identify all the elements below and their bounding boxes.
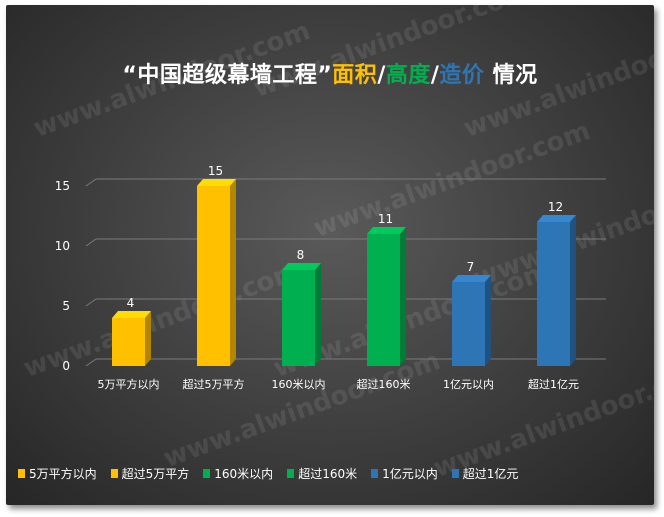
legend-swatch [203, 468, 211, 478]
bar [537, 215, 576, 366]
legend-item: 超过5万平方 [110, 465, 190, 482]
legend-swatch [287, 468, 295, 478]
bar-side [315, 263, 321, 366]
legend-swatch [371, 468, 379, 478]
legend-label: 超过5万平方 [121, 466, 190, 481]
bar [112, 311, 151, 366]
title-separator: / [377, 63, 386, 88]
data-label: 11 [378, 212, 393, 226]
legend: 5万平方以内 超过5万平方 160米以内 超过160米 1亿元以内 超过1亿元 [18, 463, 648, 483]
chart-panel: www.alwindoor.com www.alwindoor.com www.… [6, 5, 654, 505]
title-cost: 造价 [439, 63, 485, 88]
bar-side [570, 215, 576, 366]
bar-side [230, 179, 236, 366]
bar [282, 263, 321, 366]
legend-label: 1亿元以内 [382, 466, 438, 481]
y-tick-label: 5 [62, 299, 70, 313]
legend-item: 超过1亿元 [451, 465, 519, 482]
x-category-label: 超过160米 [357, 377, 411, 391]
x-category-label: 超过1亿元 [528, 377, 579, 391]
data-label: 8 [297, 248, 305, 262]
y-tick-label: 15 [55, 179, 70, 193]
legend-item: 1亿元以内 [371, 465, 438, 482]
legend-swatch [451, 468, 459, 478]
bar [452, 275, 491, 366]
x-category-label: 1亿元以内 [443, 377, 494, 391]
x-category-label: 5万平方以内 [98, 377, 160, 391]
bar-front [112, 318, 145, 366]
legend-swatch [18, 468, 25, 478]
bar-top [282, 263, 321, 270]
data-labels: 4 15 8 11 7 12 [127, 164, 563, 310]
chart-title: “中国超级幕墙工程”面积/高度/造价 情况 [6, 57, 654, 89]
grid-line [85, 358, 97, 367]
legend-swatch [110, 468, 118, 478]
bar-chart: 0 5 10 15 4 15 8 11 7 12 5万平方以内 超过5万平方 160米以内 超过160… [55, 164, 606, 391]
bar-top [197, 179, 236, 186]
bar-front [367, 234, 400, 366]
title-separator: / [430, 63, 440, 88]
x-category-label: 160米以内 [272, 377, 326, 391]
legend-item: 超过160米 [287, 465, 357, 482]
title-tail: 情况 [492, 63, 538, 88]
bar-side [400, 227, 406, 366]
y-axis-ticks: 0 5 10 15 [55, 179, 70, 373]
title-main: “中国超级幕墙工程” [122, 63, 333, 88]
legend-label: 5万平方以内 [29, 466, 97, 481]
y-tick-label: 10 [55, 239, 70, 253]
legend-label: 超过1亿元 [462, 466, 519, 481]
x-axis-categories: 5万平方以内 超过5万平方 160米以内 超过160米 1亿元以内 超过1亿元 [98, 377, 580, 391]
bar-top [452, 275, 491, 282]
bar-side [485, 275, 491, 366]
bar-front [537, 222, 570, 366]
bar [197, 179, 236, 366]
title-height: 高度 [385, 63, 431, 88]
bar-side [145, 311, 151, 366]
data-label: 7 [467, 260, 475, 274]
bar-front [282, 270, 315, 366]
grid-line [85, 238, 97, 247]
data-label: 4 [127, 296, 135, 310]
bar [367, 227, 406, 366]
legend-item: 5万平方以内 [18, 465, 97, 482]
y-tick-label: 0 [62, 359, 70, 373]
grid-line [85, 298, 97, 307]
data-label: 15 [208, 164, 223, 178]
grid-lines [85, 178, 606, 367]
data-label: 12 [548, 200, 563, 214]
bar-top [367, 227, 406, 234]
bar-front [452, 282, 485, 366]
legend-label: 超过160米 [298, 466, 358, 481]
x-category-label: 超过5万平方 [183, 377, 245, 391]
title-area: 面积 [332, 63, 378, 88]
bar-front [197, 186, 230, 366]
bar-top [112, 311, 151, 318]
bars [112, 179, 576, 366]
bar-top [537, 215, 576, 222]
legend-item: 160米以内 [203, 465, 273, 482]
grid-line [85, 178, 97, 187]
legend-label: 160米以内 [214, 466, 274, 481]
